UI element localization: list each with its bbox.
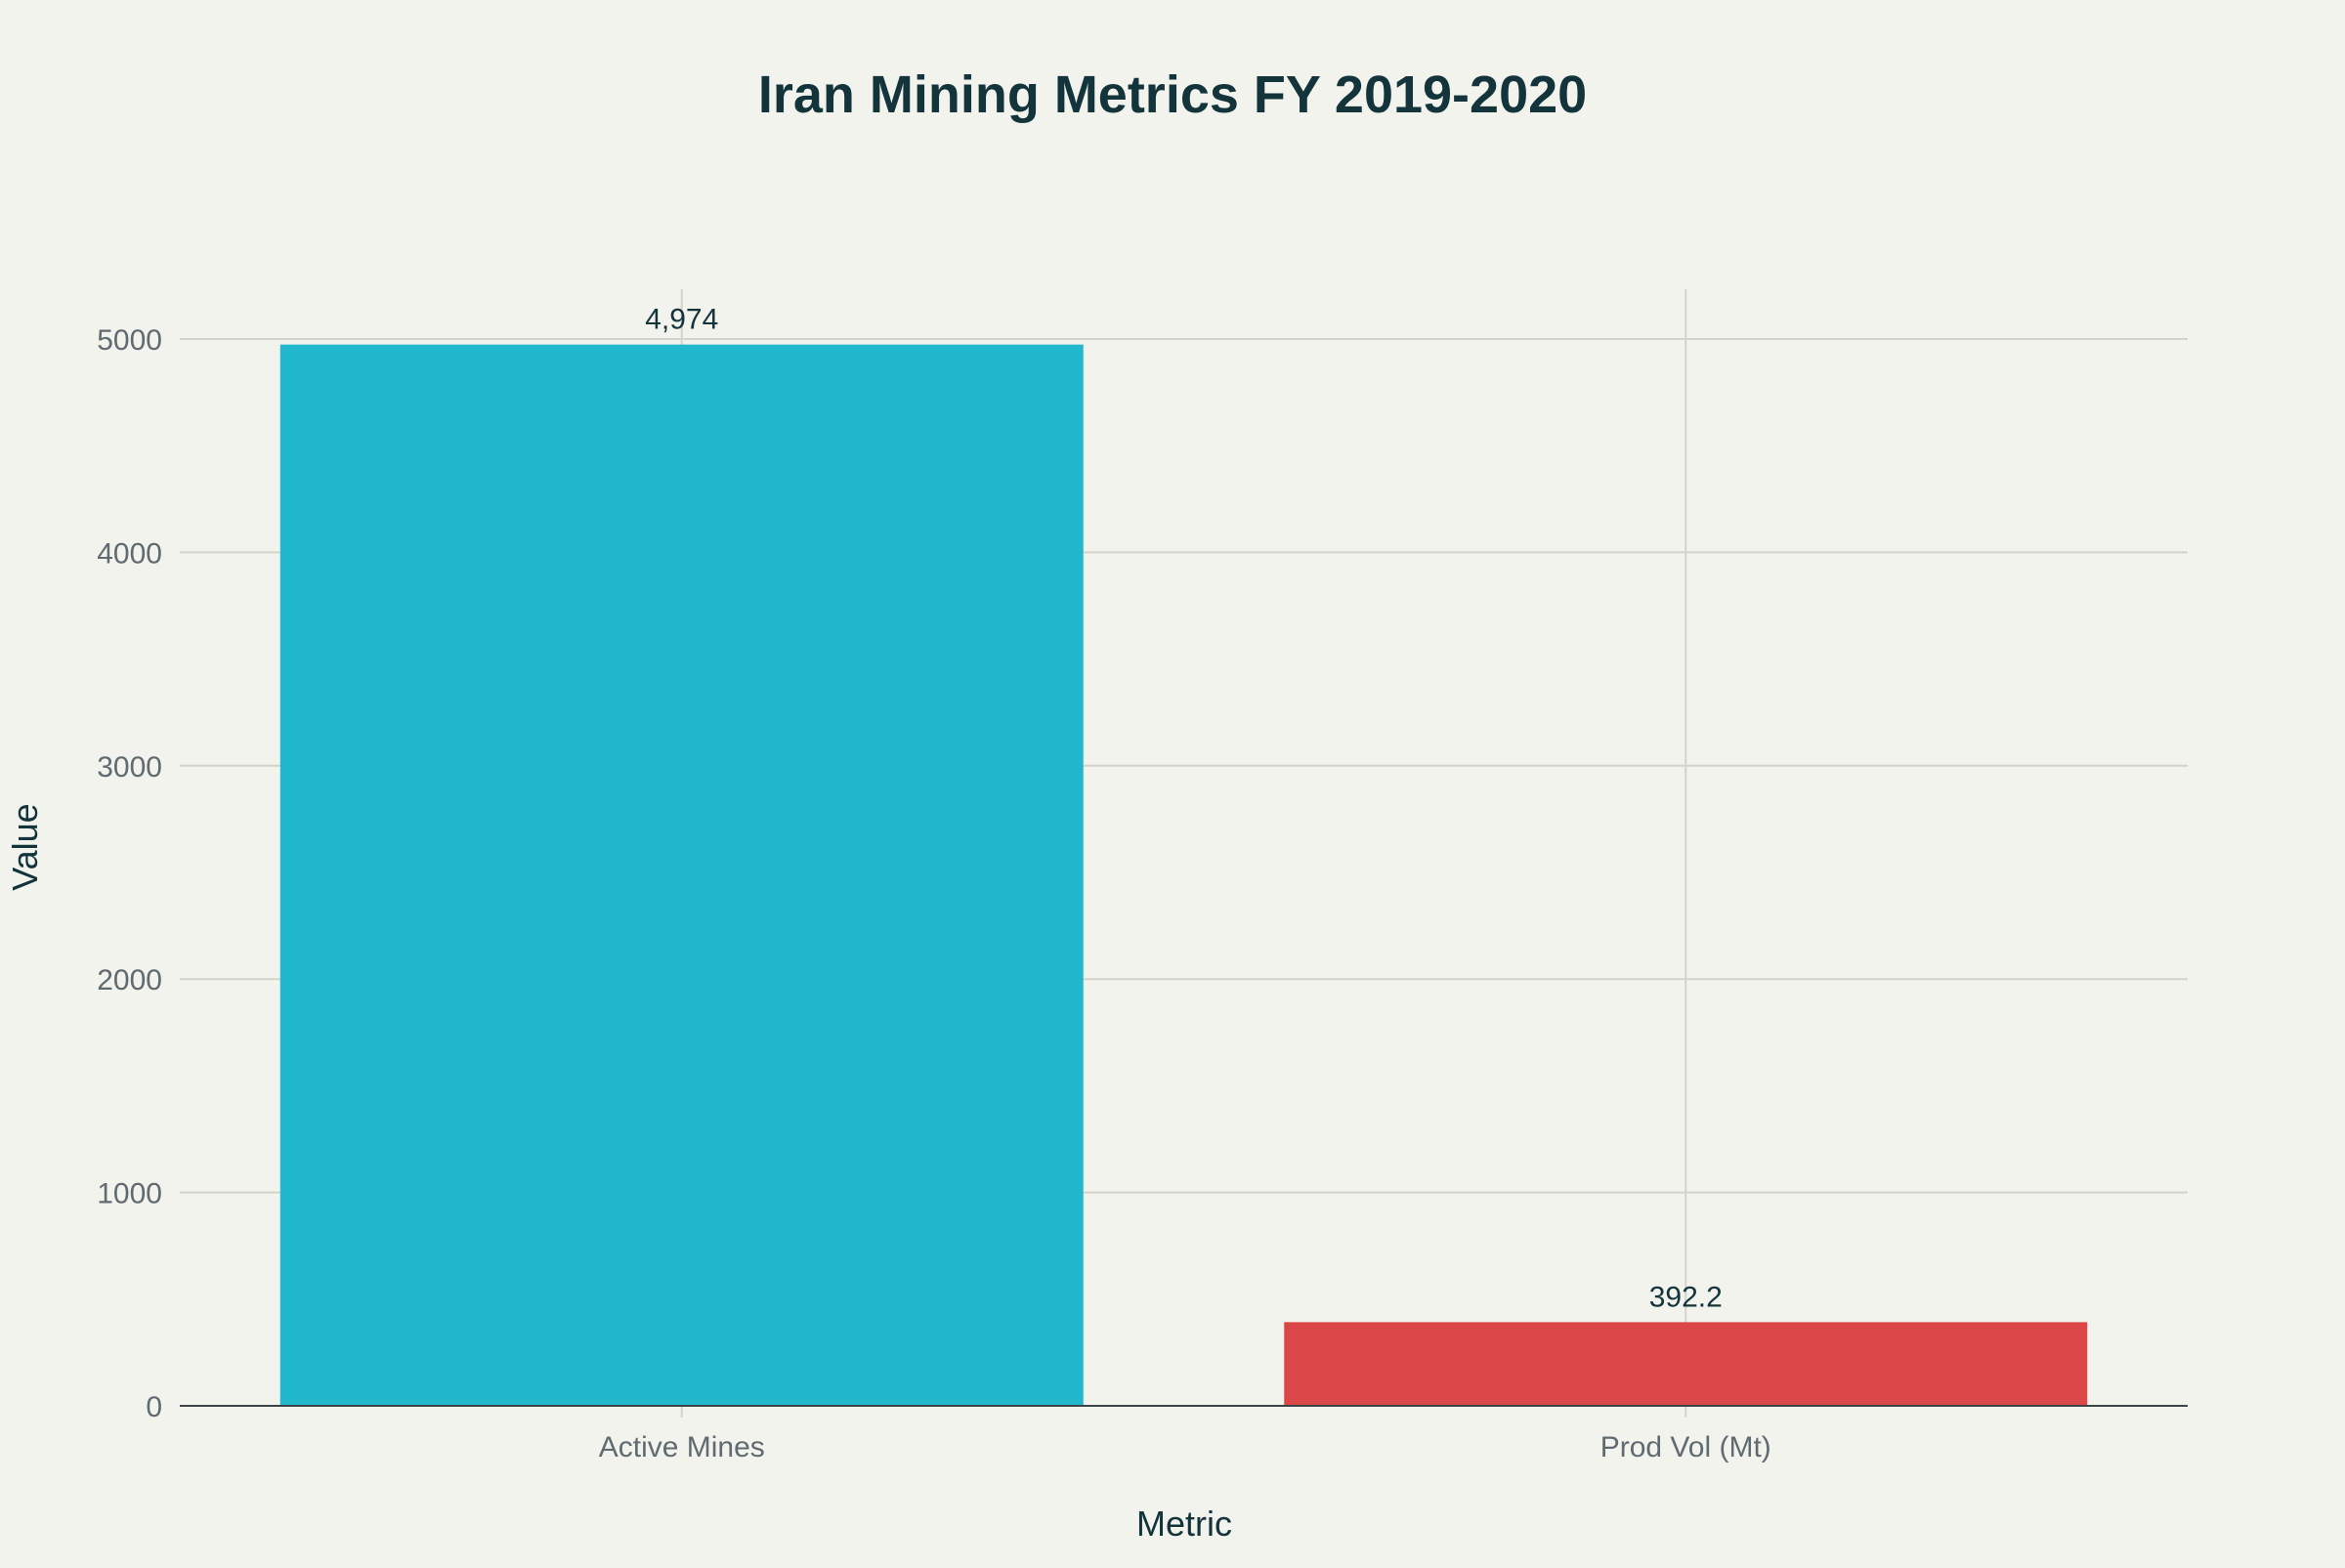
y-tick-label: 2000	[97, 964, 162, 996]
y-tick-label: 3000	[97, 751, 162, 784]
bar-active-mines	[279, 344, 1084, 1406]
y-tick-label: 0	[146, 1391, 162, 1423]
x-axis-title: Metric	[1136, 1504, 1232, 1544]
y-axis-title: Value	[5, 803, 45, 890]
x-tick-label: Active Mines	[599, 1431, 765, 1463]
y-tick-label: 4000	[97, 537, 162, 570]
y-tick-label: 5000	[97, 324, 162, 357]
y-tick-labels: 0 1000 2000 3000 4000 5000	[97, 324, 162, 1423]
bars: 4,974 392.2	[279, 304, 2088, 1406]
data-label: 392.2	[1649, 1281, 1723, 1313]
data-label: 4,974	[645, 304, 718, 336]
y-tick-label: 1000	[97, 1178, 162, 1210]
x-tick-label: Prod Vol (Mt)	[1600, 1431, 1771, 1463]
bar-prod-vol-mt	[1284, 1322, 2088, 1406]
chart-title: Iran Mining Metrics FY 2019-2020	[758, 65, 1587, 124]
x-tick-labels: Active Mines Prod Vol (Mt)	[599, 1431, 1771, 1463]
